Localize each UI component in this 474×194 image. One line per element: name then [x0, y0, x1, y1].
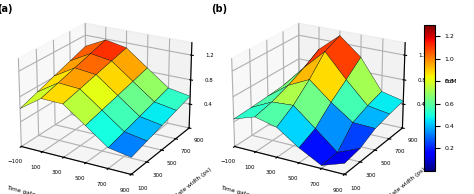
Text: (a): (a): [0, 4, 13, 14]
Y-axis label: Gate width (ps): Gate width (ps): [388, 167, 426, 194]
X-axis label: Time gate start from TPSF pk (ps): Time gate start from TPSF pk (ps): [219, 185, 317, 194]
X-axis label: Time gate start from TPSF pk (ps): Time gate start from TPSF pk (ps): [6, 185, 104, 194]
Y-axis label: Gate width (ps): Gate width (ps): [174, 167, 213, 194]
Text: (b): (b): [211, 4, 227, 14]
